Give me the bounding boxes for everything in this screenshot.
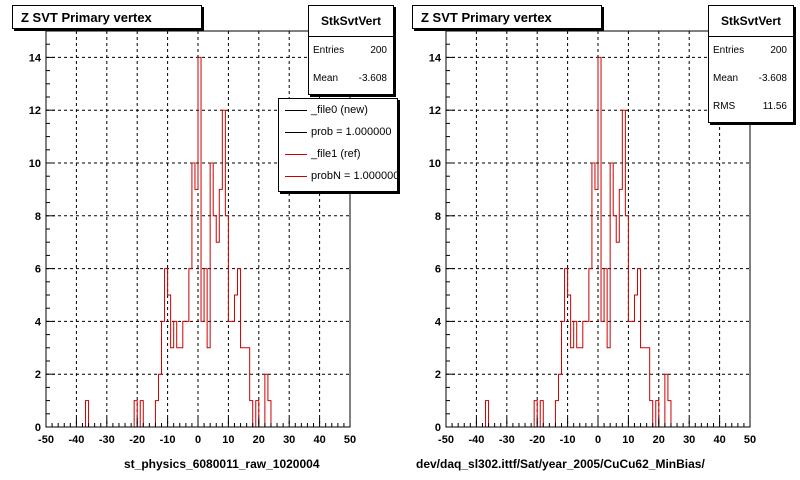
legend-label-prob: prob = 1.000000	[311, 126, 392, 138]
right-stats-rms-value: 11.56	[762, 101, 787, 112]
left-y-tick-label-1: 2	[35, 369, 41, 381]
legend-entry-file0: _file0 (new)	[279, 99, 397, 121]
right-stats-box: StkSvtVert Entries 200 Mean -3.608 RMS 1…	[708, 5, 794, 123]
legend-entry-prob: prob = 1.000000	[279, 121, 397, 143]
legend-label-probn: probN = 1.000000	[311, 170, 398, 182]
left-x-tick-label-3: -20	[129, 434, 145, 446]
right-x-tick-label-6: 10	[622, 434, 634, 446]
right-x-tick-label-5: 0	[595, 434, 601, 446]
left-y-tick-label-0: 0	[35, 422, 41, 434]
left-x-tick-label-5: 0	[195, 434, 201, 446]
legend-entry-probn: probN = 1.000000	[279, 165, 397, 187]
right-stats-entries-value: 200	[770, 45, 787, 56]
right-stats-mean-row: Mean -3.608	[709, 65, 793, 93]
right-x-tick-label-2: -30	[499, 434, 515, 446]
right-histogram-title: Z SVT Primary vertex	[412, 5, 602, 29]
left-x-axis-title: st_physics_6080011_raw_1020004	[124, 457, 320, 471]
right-x-tick-label-8: 30	[683, 434, 695, 446]
right-stats-rms-row: RMS 11.56	[709, 93, 793, 121]
right-y-tick-label-3: 6	[435, 264, 441, 276]
left-stats-mean-key: Mean	[313, 73, 339, 84]
left-y-tick-label-6: 12	[29, 105, 41, 117]
right-histogram-pad: -50 -40 -30 -20 -10 0 10 20 30 40 50 0 2 4 6 8 10 12 14 Z …	[400, 0, 800, 480]
left-x-tick-label-4: -10	[160, 434, 176, 446]
right-y-tick-label-6: 12	[429, 105, 441, 117]
legend-label-file1: _file1 (ref)	[311, 148, 361, 160]
right-stats-entries-row: Entries 200	[709, 37, 793, 65]
left-stats-entries-row: Entries 200	[309, 37, 393, 65]
right-histogram-plot: -50 -40 -30 -20 -10 0 10 20 30 40 50 0 2 4 6 8 10 12 14	[429, 30, 756, 446]
right-y-tick-label-0: 0	[435, 422, 441, 434]
right-x-tick-label-3: -20	[529, 434, 545, 446]
right-x-tick-label-0: -50	[438, 434, 454, 446]
left-x-tick-label-10: 50	[344, 434, 356, 446]
left-stats-entries-key: Entries	[313, 45, 345, 56]
left-y-tick-label-5: 10	[29, 158, 41, 170]
left-x-tick-label-9: 40	[313, 434, 325, 446]
legend-label-file0: _file0 (new)	[311, 104, 368, 116]
right-x-axis-title: dev/daq_sl302.ittf/Sat/year_2005/CuCu62_…	[416, 457, 705, 471]
left-histogram-pad: -50 -40 -30 -20 -10 0 10 20 30 40 50 0 2 4 6 8 10 12 14 Z …	[12, 5, 398, 471]
right-x-tick-label-1: -40	[468, 434, 484, 446]
left-y-tick-label-7: 14	[29, 52, 42, 64]
left-y-tick-label-3: 6	[35, 264, 41, 276]
right-stats-mean-key: Mean	[713, 73, 739, 84]
legend-swatch-file0	[285, 110, 307, 111]
legend-entry-file1: _file1 (ref)	[279, 143, 397, 165]
left-legend: _file0 (new) prob = 1.000000 _file1 (ref…	[278, 98, 398, 192]
legend-swatch-prob	[285, 132, 307, 133]
left-x-tick-label-1: -40	[68, 434, 84, 446]
right-stats-entries-key: Entries	[713, 45, 745, 56]
right-y-tick-label-2: 4	[435, 316, 442, 328]
left-x-tick-label-2: -30	[99, 434, 115, 446]
left-y-tick-label-4: 8	[35, 211, 41, 223]
left-stats-entries-value: 200	[370, 45, 387, 56]
left-stats-mean-value: -3.608	[358, 73, 387, 84]
right-x-tick-label-4: -10	[560, 434, 576, 446]
left-x-tick-label-0: -50	[38, 434, 54, 446]
right-stats-rms-key: RMS	[713, 101, 736, 112]
legend-swatch-file1	[285, 154, 307, 155]
left-stats-mean-row: Mean -3.608	[309, 65, 393, 93]
right-stats-name: StkSvtVert	[709, 6, 793, 37]
left-histogram-title: Z SVT Primary vertex	[12, 5, 202, 29]
right-x-tick-label-7: 20	[653, 434, 665, 446]
left-stats-box: StkSvtVert Entries 200 Mean -3.608	[308, 5, 394, 95]
right-y-tick-label-7: 14	[429, 52, 442, 64]
right-y-tick-label-1: 2	[435, 369, 441, 381]
right-x-tick-label-10: 50	[744, 434, 756, 446]
legend-swatch-probn	[285, 176, 307, 177]
right-stats-mean-value: -3.608	[758, 73, 787, 84]
left-x-tick-label-6: 10	[222, 434, 234, 446]
right-y-tick-label-4: 8	[435, 211, 441, 223]
left-stats-name: StkSvtVert	[309, 6, 393, 37]
left-y-tick-label-2: 4	[35, 316, 42, 328]
left-x-tick-label-7: 20	[253, 434, 265, 446]
left-x-tick-label-8: 30	[283, 434, 295, 446]
right-y-tick-label-5: 10	[429, 158, 441, 170]
right-x-tick-label-9: 40	[713, 434, 725, 446]
